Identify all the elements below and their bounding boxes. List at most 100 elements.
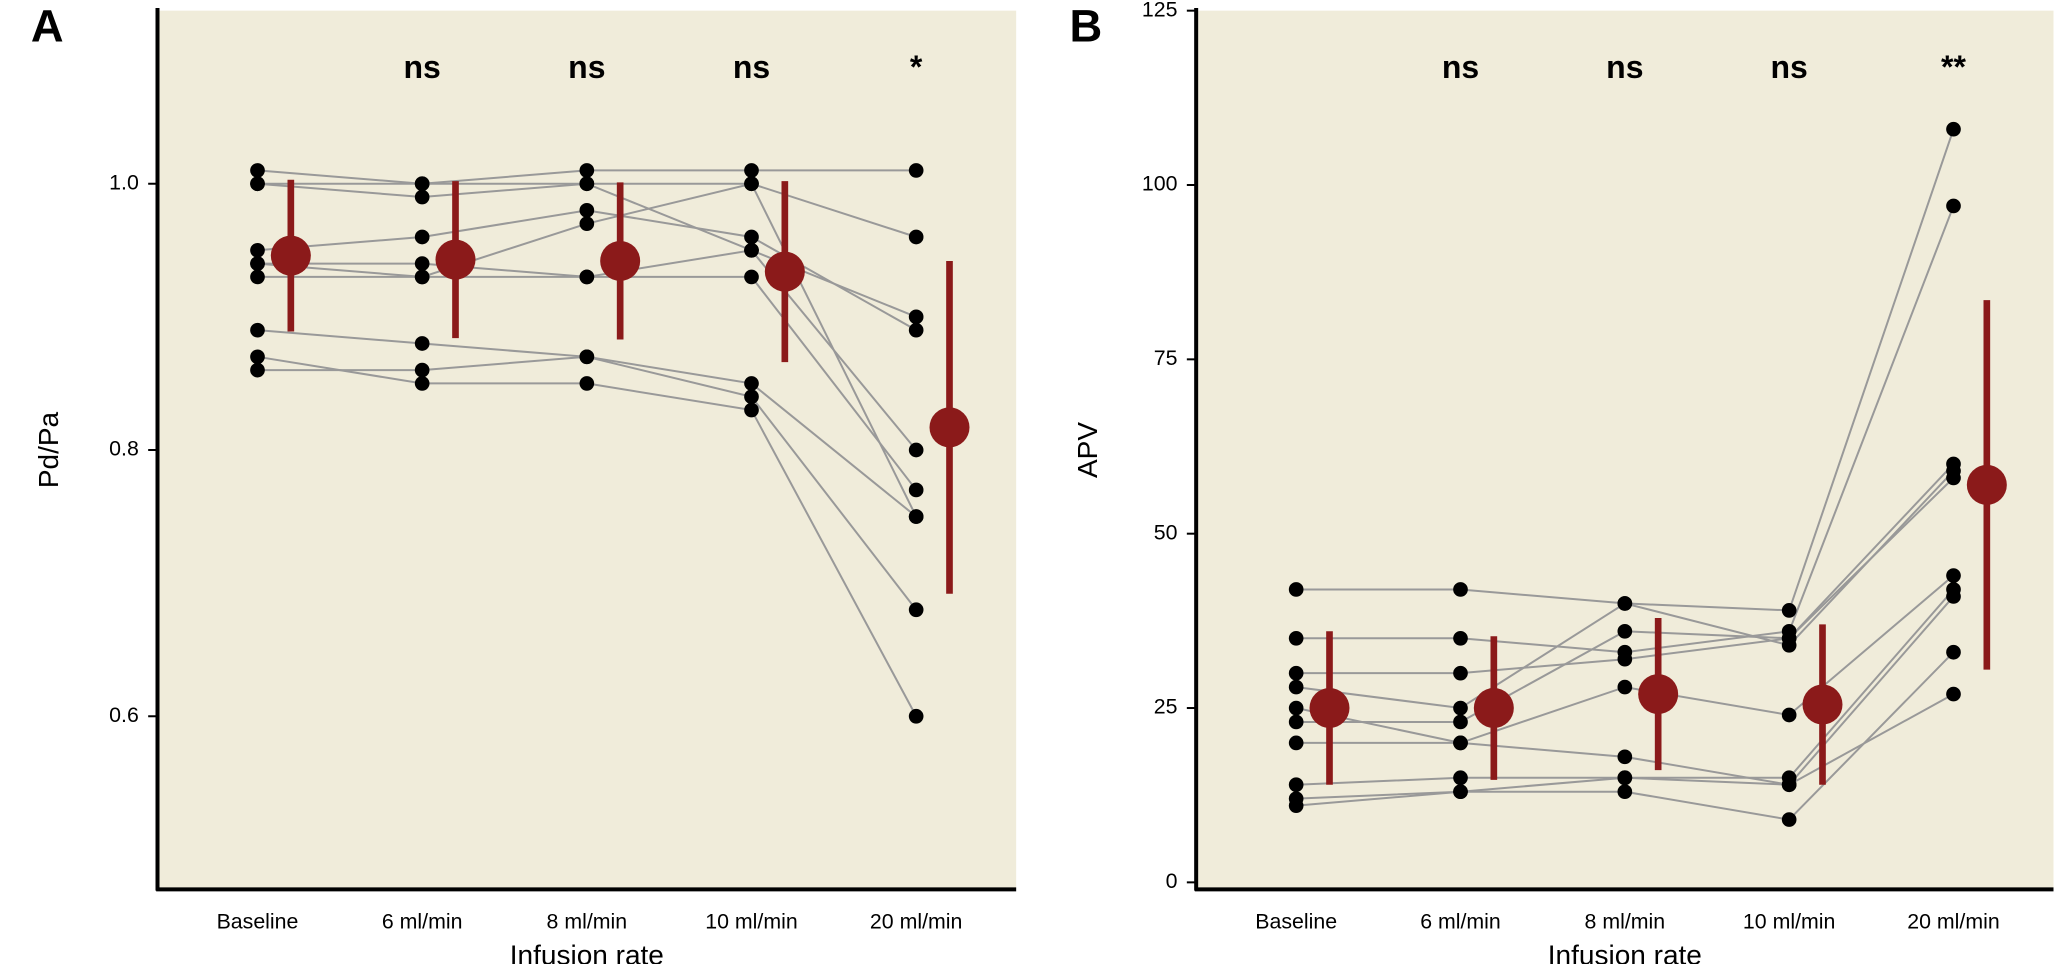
subject-dot xyxy=(908,602,924,618)
subject-dot xyxy=(579,269,595,285)
subject-dot xyxy=(1288,582,1304,597)
subject-dot xyxy=(908,708,924,724)
subject-dot xyxy=(1781,630,1797,646)
mean-marker xyxy=(270,235,311,276)
subject-dot xyxy=(414,229,430,245)
subject-dot xyxy=(579,176,595,192)
subject-dot xyxy=(1288,777,1304,793)
subject-dot xyxy=(1453,630,1468,646)
x-tick-label: 10 ml/min xyxy=(705,909,797,933)
subject-dot xyxy=(1288,700,1304,716)
subject-dot xyxy=(1617,623,1633,639)
y-tick-label: 1.0 xyxy=(109,170,139,194)
panel-label: B xyxy=(1070,0,1103,51)
x-tick-label: 20 ml/min xyxy=(1907,909,1999,933)
mean-marker xyxy=(929,407,970,448)
subject-dot xyxy=(579,203,595,218)
y-axis-label: Pd/Pa xyxy=(33,411,64,488)
subject-dot xyxy=(579,349,595,365)
subject-dot xyxy=(1617,679,1633,695)
mean-marker xyxy=(435,239,476,280)
significance-label: ns xyxy=(403,49,440,85)
x-tick-label: 6 ml/min xyxy=(382,909,463,933)
subject-dot xyxy=(1617,651,1633,667)
plot-background xyxy=(157,10,1017,890)
subject-dot xyxy=(1453,735,1468,751)
subject-dot xyxy=(414,376,430,391)
mean-marker xyxy=(1966,464,2007,505)
significance-label: ns xyxy=(568,49,605,85)
subject-dot xyxy=(1617,784,1633,800)
subject-dot xyxy=(744,402,759,418)
significance-label: ns xyxy=(733,49,770,85)
subject-dot xyxy=(744,229,759,245)
mean-marker xyxy=(1473,688,1514,729)
subject-dot xyxy=(414,176,430,192)
mean-marker xyxy=(1638,674,1679,715)
subject-dot xyxy=(1453,770,1468,786)
subject-dot xyxy=(744,242,759,258)
x-tick-label: Baseline xyxy=(217,909,299,933)
subject-dot xyxy=(744,176,759,192)
subject-dot xyxy=(1453,582,1468,597)
subject-dot xyxy=(1781,812,1797,827)
y-tick-label: 100 xyxy=(1142,172,1178,196)
subject-dot xyxy=(1453,665,1468,681)
subject-dot xyxy=(908,309,924,325)
subject-dot xyxy=(1946,568,1961,583)
significance-label: ns xyxy=(1606,49,1643,85)
subject-dot xyxy=(414,269,430,285)
x-tick-label: 8 ml/min xyxy=(547,909,628,933)
x-tick-label: 8 ml/min xyxy=(1585,909,1666,933)
subject-dot xyxy=(908,509,924,524)
subject-dot xyxy=(1288,665,1304,681)
subject-dot xyxy=(1781,707,1797,723)
subject-dot xyxy=(1453,700,1468,716)
subject-dot xyxy=(1288,714,1304,730)
subject-dot xyxy=(908,482,924,498)
subject-dot xyxy=(1617,749,1633,765)
subject-dot xyxy=(579,216,595,232)
subject-dot xyxy=(1946,470,1961,486)
subject-dot xyxy=(1288,679,1304,695)
x-tick-label: 20 ml/min xyxy=(870,909,962,933)
subject-dot xyxy=(744,376,759,391)
subject-dot xyxy=(250,242,265,258)
subject-dot xyxy=(1946,121,1961,137)
subject-dot xyxy=(250,322,265,338)
mean-marker xyxy=(1802,684,1843,725)
subject-dot xyxy=(414,256,430,271)
subject-dot xyxy=(1453,784,1468,800)
subject-dot xyxy=(1781,777,1797,793)
subject-dot xyxy=(908,163,924,178)
subject-dot xyxy=(744,163,759,178)
panel-label: A xyxy=(31,0,64,51)
significance-label: * xyxy=(910,49,923,85)
subject-dot xyxy=(1946,686,1961,702)
subject-dot xyxy=(250,163,265,178)
y-tick-label: 75 xyxy=(1154,346,1178,370)
y-tick-label: 0.6 xyxy=(109,703,139,727)
subject-dot xyxy=(250,349,265,365)
significance-label: ns xyxy=(1770,49,1807,85)
y-tick-label: 50 xyxy=(1154,520,1178,544)
y-tick-label: 0.8 xyxy=(109,437,139,461)
x-tick-label: 10 ml/min xyxy=(1743,909,1835,933)
subject-dot xyxy=(579,376,595,391)
subject-dot xyxy=(1453,714,1468,730)
subject-dot xyxy=(414,189,430,205)
subject-dot xyxy=(579,163,595,178)
subject-dot xyxy=(1617,770,1633,786)
x-axis-label: Infusion rate xyxy=(1548,940,1702,964)
subject-dot xyxy=(250,256,265,271)
subject-dot xyxy=(1946,198,1961,214)
subject-dot xyxy=(1288,735,1304,751)
x-tick-label: Baseline xyxy=(1255,909,1337,933)
subject-dot xyxy=(1288,798,1304,813)
y-axis-label: APV xyxy=(1072,422,1103,478)
subject-dot xyxy=(250,362,265,378)
subject-dot xyxy=(1781,603,1797,618)
subject-dot xyxy=(908,229,924,245)
significance-label: ns xyxy=(1442,49,1479,85)
x-axis-label: Infusion rate xyxy=(510,940,664,964)
